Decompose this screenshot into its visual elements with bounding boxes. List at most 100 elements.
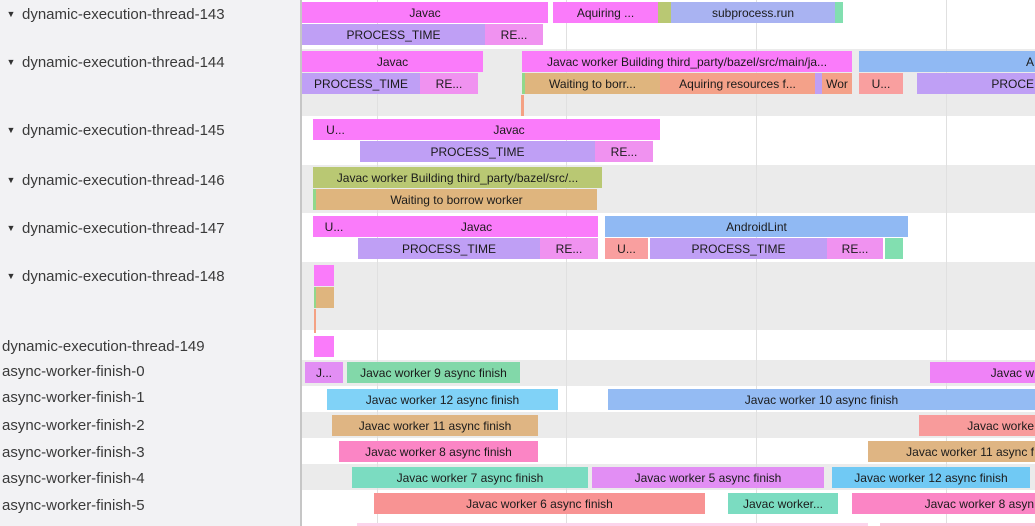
slice-label: Javac worker 7 async finish bbox=[396, 470, 544, 485]
timeline-slice[interactable]: RE... bbox=[485, 24, 543, 45]
slice-label: RE... bbox=[841, 241, 869, 256]
timeline-slice[interactable]: RE... bbox=[595, 141, 653, 162]
track-row-async-worker-finish-5[interactable]: async-worker-finish-5 bbox=[0, 494, 302, 516]
track-row-dynamic-execution-thread-149[interactable]: dynamic-execution-thread-149 bbox=[0, 335, 302, 357]
timeline-slice[interactable]: PROCESS_TIME bbox=[360, 141, 595, 162]
timeline-slice[interactable]: Javac worker 8 async finish bbox=[339, 441, 538, 462]
timeline-slice-sliver[interactable] bbox=[658, 2, 671, 23]
track-band-dynamic-execution-thread-148 bbox=[302, 262, 1035, 330]
timeline-slice-sliver[interactable] bbox=[885, 238, 903, 259]
timeline-slice-sliver[interactable] bbox=[880, 523, 1035, 526]
track-row-async-worker-finish-3[interactable]: async-worker-finish-3 bbox=[0, 441, 302, 463]
timeline-slice[interactable]: Javac worker 5 async finish bbox=[592, 467, 824, 488]
timeline-slice[interactable]: U... bbox=[313, 119, 358, 140]
timeline-slice[interactable]: Javac worker Building third_party/bazel/… bbox=[313, 167, 602, 188]
timeline-slice[interactable]: PROCESS_TIME bbox=[302, 73, 420, 94]
track-row-dynamic-execution-thread-144[interactable]: ▼ dynamic-execution-thread-144 bbox=[0, 51, 300, 73]
timeline-slice[interactable]: Javac worker 11 async finish bbox=[332, 415, 538, 436]
slice-label: Aquiring ... bbox=[576, 5, 635, 20]
timeline-slice-sliver[interactable] bbox=[815, 73, 822, 94]
slice-label: Javac worker 11 async f bbox=[906, 444, 1034, 459]
timeline-slice[interactable]: Javac worker 10 async finish bbox=[608, 389, 1035, 410]
timeline-slice[interactable]: PROCESS_TIME bbox=[302, 24, 485, 45]
slice-label: Javac worker... bbox=[742, 496, 824, 511]
time-gridline bbox=[377, 0, 378, 526]
track-row-dynamic-execution-thread-143[interactable]: ▼ dynamic-execution-thread-143 bbox=[0, 3, 300, 25]
timeline-slice[interactable]: Javac w bbox=[930, 362, 1035, 383]
timeline-slice[interactable]: RE... bbox=[540, 238, 598, 259]
timeline-slice[interactable]: Javac worke bbox=[919, 415, 1035, 436]
timeline-slice-sliver[interactable] bbox=[522, 73, 525, 94]
timeline-slice[interactable]: J... bbox=[305, 362, 343, 383]
timeline-slice-sliver[interactable] bbox=[521, 95, 524, 116]
timeline-slice[interactable]: PROCESS_TIME bbox=[650, 238, 827, 259]
timeline-slice[interactable]: Javac bbox=[358, 119, 660, 140]
track-label: dynamic-execution-thread-143 bbox=[22, 5, 225, 23]
timeline-slice[interactable]: Javac worker 6 async finish bbox=[374, 493, 705, 514]
timeline-slice[interactable]: subprocess.run bbox=[671, 2, 835, 23]
timeline-slice[interactable]: Javac worker 12 async finish bbox=[327, 389, 558, 410]
timeline-slice-sliver[interactable] bbox=[314, 265, 334, 286]
timeline-slice-sliver[interactable] bbox=[313, 189, 316, 210]
timeline-slice[interactable]: Javac worker 8 asyn bbox=[852, 493, 1035, 514]
timeline-slice-sliver[interactable] bbox=[314, 336, 334, 357]
timeline-slice[interactable]: U... bbox=[605, 238, 648, 259]
slice-label: Waiting to borr... bbox=[549, 76, 636, 91]
track-row-async-worker-finish-1[interactable]: async-worker-finish-1 bbox=[0, 386, 302, 408]
slice-label: AndroidLint bbox=[726, 219, 787, 234]
track-row-dynamic-execution-thread-145[interactable]: ▼ dynamic-execution-thread-145 bbox=[0, 119, 300, 141]
timeline-slice[interactable]: Javac worker 11 async f bbox=[868, 441, 1035, 462]
timeline-slice[interactable]: Javac worker Building third_party/bazel/… bbox=[522, 51, 852, 72]
timeline-slice[interactable]: Javac bbox=[355, 216, 598, 237]
timeline-slice[interactable]: A bbox=[859, 51, 1035, 72]
timeline-slice[interactable]: Javac worker 12 async finish bbox=[832, 467, 1030, 488]
slice-label: A bbox=[1025, 54, 1034, 69]
collapse-triangle-icon[interactable]: ▼ bbox=[6, 271, 16, 281]
timeline-slice[interactable]: Javac worker 7 async finish bbox=[352, 467, 588, 488]
track-label: dynamic-execution-thread-149 bbox=[2, 337, 205, 355]
timeline-slice[interactable]: AndroidLint bbox=[605, 216, 908, 237]
collapse-triangle-icon[interactable]: ▼ bbox=[6, 175, 16, 185]
timeline-canvas[interactable]: Javac Aquiring ... subprocess.run PROCESS_T… bbox=[302, 0, 1035, 526]
slice-label: Javac worker 5 async finish bbox=[634, 470, 782, 485]
timeline-slice[interactable]: U... bbox=[859, 73, 903, 94]
slice-label: Javac bbox=[493, 122, 525, 137]
track-row-dynamic-execution-thread-146[interactable]: ▼ dynamic-execution-thread-146 bbox=[0, 169, 300, 191]
track-row-dynamic-execution-thread-148[interactable]: ▼ dynamic-execution-thread-148 bbox=[0, 265, 300, 287]
slice-label: Javac w bbox=[990, 365, 1034, 380]
collapse-triangle-icon[interactable]: ▼ bbox=[6, 223, 16, 233]
slice-label: Javac worker 8 async finish bbox=[365, 444, 512, 459]
timeline-slice[interactable]: Javac bbox=[302, 2, 548, 23]
timeline-slice-sliver[interactable] bbox=[314, 287, 316, 308]
timeline-slice[interactable]: Wor bbox=[822, 73, 852, 94]
slice-label: RE... bbox=[435, 76, 463, 91]
timeline-slice[interactable]: Javac worker... bbox=[728, 493, 838, 514]
timeline-slice-sliver[interactable] bbox=[835, 2, 843, 23]
collapse-triangle-icon[interactable]: ▼ bbox=[6, 9, 16, 19]
timeline-slice[interactable]: RE... bbox=[827, 238, 883, 259]
timeline-slice[interactable]: Aquiring ... bbox=[553, 2, 658, 23]
timeline-slice-sliver[interactable] bbox=[316, 287, 334, 308]
track-row-dynamic-execution-thread-147[interactable]: ▼ dynamic-execution-thread-147 bbox=[0, 217, 300, 239]
timeline-slice[interactable]: Waiting to borr... bbox=[525, 73, 660, 94]
track-row-async-worker-finish-0[interactable]: async-worker-finish-0 bbox=[0, 360, 302, 382]
slice-label: RE... bbox=[610, 144, 638, 159]
timeline-slice[interactable]: Aquiring resources f... bbox=[660, 73, 815, 94]
track-row-async-worker-finish-2[interactable]: async-worker-finish-2 bbox=[0, 414, 302, 436]
timeline-slice[interactable]: Javac worker 9 async finish bbox=[347, 362, 520, 383]
collapse-triangle-icon[interactable]: ▼ bbox=[6, 57, 16, 67]
timeline-slice[interactable]: Waiting to borrow worker bbox=[316, 189, 597, 210]
timeline-slice[interactable]: RE... bbox=[420, 73, 478, 94]
slice-label: Javac worker 11 async finish bbox=[358, 418, 512, 433]
timeline-slice-sliver[interactable] bbox=[314, 309, 316, 333]
slice-label: Javac bbox=[460, 219, 493, 234]
slice-label: Javac worker 10 async finish bbox=[744, 392, 899, 407]
timeline-slice[interactable]: PROCESS_TIME bbox=[358, 238, 540, 259]
collapse-triangle-icon[interactable]: ▼ bbox=[6, 125, 16, 135]
timeline-slice[interactable]: PROCE bbox=[917, 73, 1035, 94]
timeline-slice[interactable]: U... bbox=[313, 216, 355, 237]
timeline-slice-sliver[interactable] bbox=[357, 523, 868, 526]
timeline-slice[interactable]: Javac bbox=[302, 51, 483, 72]
track-label: async-worker-finish-4 bbox=[2, 469, 145, 487]
track-row-async-worker-finish-4[interactable]: async-worker-finish-4 bbox=[0, 467, 302, 489]
